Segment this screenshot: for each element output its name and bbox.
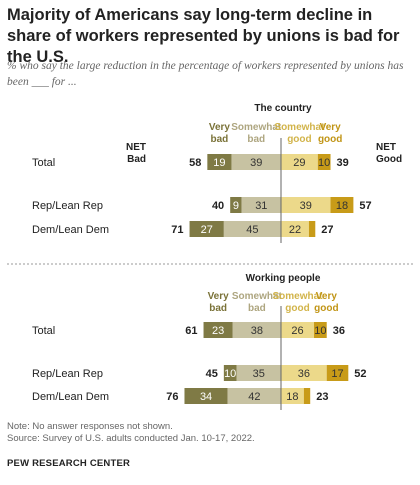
legend-very-bad-2-line-2: bad: [209, 303, 227, 314]
chart-subtitle: % who say the large reduction in the per…: [7, 60, 404, 88]
bar-label-somewhat-good-1-1: 29: [293, 157, 305, 169]
net-bad-value-1-3: 71: [171, 224, 183, 236]
category-label-1-1: Total: [32, 157, 55, 169]
bar-label-very-bad-1-2: 9: [233, 200, 239, 212]
chart-note: Note: No answer responses not shown.: [7, 421, 173, 432]
panel-title-2: Working people: [246, 273, 321, 284]
bar-label-somewhat-bad-1-1: 39: [250, 157, 262, 169]
bar-somewhat-good-1-3: [281, 221, 309, 237]
bar-label-very-good-2-2: 17: [331, 368, 343, 380]
legend-somewhat-bad-2-line-2: bad: [248, 303, 266, 314]
net-bad-value-2-1: 61: [185, 325, 197, 337]
legend-somewhat-bad-1-line-2: bad: [247, 134, 265, 145]
net-good-value-2-3: 23: [316, 391, 328, 403]
bar-very-bad-1-3: [189, 221, 224, 237]
bar-somewhat-good-1-1: [281, 154, 318, 170]
bar-very-good-1-3: [308, 221, 316, 237]
bar-somewhat-good-2-1: [281, 322, 315, 338]
category-label-1-2: Rep/Lean Rep: [32, 200, 103, 212]
net-good-label-line-1: NET: [376, 142, 396, 153]
legend-somewhat-good-1-line-1: Somewhat: [274, 122, 325, 133]
net-good-value-2-1: 36: [333, 325, 345, 337]
legend-very-good-1-line-2: good: [318, 134, 342, 145]
bar-label-very-bad-2-3: 34: [200, 391, 212, 403]
legend-very-good-1-line-1: Very: [320, 122, 342, 133]
legend-somewhat-good-2-line-1: Somewhat: [273, 291, 324, 302]
bar-somewhat-good-2-3: [281, 388, 304, 404]
bar-label-somewhat-good-2-3: 18: [286, 391, 298, 403]
category-label-2-2: Rep/Lean Rep: [32, 368, 103, 380]
legend-very-bad-1-line-2: bad: [211, 134, 229, 145]
bar-somewhat-bad-1-1: [231, 154, 281, 170]
bar-label-somewhat-good-1-2: 39: [300, 200, 312, 212]
category-label-1-3: Dem/Lean Dem: [32, 224, 109, 236]
bar-somewhat-bad-2-2: [236, 365, 281, 381]
bar-very-good-2-1: [314, 322, 327, 338]
bar-label-somewhat-bad-2-3: 42: [248, 391, 260, 403]
pew-logo-text: PEW RESEARCH CENTER: [7, 458, 131, 469]
bar-somewhat-good-1-2: [281, 197, 331, 213]
bar-label-very-good-1-1: 10: [318, 157, 330, 169]
bar-very-bad-2-1: [203, 322, 233, 338]
legend-very-good-2-line-1: Very: [316, 291, 338, 302]
bar-very-bad-1-1: [207, 154, 232, 170]
chart-source: Source: Survey of U.S. adults conducted …: [7, 433, 255, 444]
legend-somewhat-bad-1-line-1: Somewhat: [231, 122, 282, 133]
bar-very-good-1-2: [330, 197, 354, 213]
net-bad-label-line-1: NET: [126, 142, 146, 153]
net-bad-value-2-2: 45: [206, 368, 218, 380]
net-good-value-1-3: 27: [321, 224, 333, 236]
bar-label-somewhat-bad-2-1: 38: [251, 325, 263, 337]
legend-somewhat-bad-2-line-1: Somewhat: [232, 291, 283, 302]
bar-somewhat-bad-1-3: [223, 221, 281, 237]
bar-very-good-2-2: [326, 365, 349, 381]
legend-very-bad-2-line-1: Very: [208, 291, 230, 302]
bar-very-bad-2-3: [184, 388, 228, 404]
bar-label-very-good-2-1: 10: [314, 325, 326, 337]
bar-very-bad-2-2: [223, 365, 237, 381]
bar-label-somewhat-good-2-2: 36: [298, 368, 310, 380]
bar-somewhat-bad-2-3: [227, 388, 281, 404]
bar-label-somewhat-bad-1-3: 45: [246, 224, 258, 236]
net-bad-value-2-3: 76: [166, 391, 178, 403]
bar-label-very-bad-1-3: 27: [201, 224, 213, 236]
bar-somewhat-bad-1-2: [241, 197, 281, 213]
net-good-value-1-2: 57: [359, 200, 371, 212]
net-good-value-1-1: 39: [337, 157, 349, 169]
bar-somewhat-bad-2-1: [232, 322, 281, 338]
bar-label-very-good-1-2: 18: [336, 200, 348, 212]
panel-title-1: The country: [254, 103, 312, 114]
net-good-label-line-2: Good: [376, 154, 402, 165]
bar-label-very-bad-2-1: 23: [212, 325, 224, 337]
bar-label-somewhat-good-2-1: 26: [291, 325, 303, 337]
bar-label-very-bad-2-2: 10: [224, 368, 236, 380]
bar-very-good-1-1: [317, 154, 331, 170]
legend-somewhat-good-1-line-2: good: [287, 134, 311, 145]
bar-label-somewhat-good-1-3: 22: [289, 224, 301, 236]
net-bad-value-1-1: 58: [189, 157, 201, 169]
bar-label-somewhat-bad-1-2: 31: [255, 200, 267, 212]
bar-very-good-2-3: [303, 388, 311, 404]
legend-somewhat-good-2-line-2: good: [285, 303, 309, 314]
net-bad-value-1-2: 40: [212, 200, 224, 212]
net-good-value-2-2: 52: [354, 368, 366, 380]
bar-label-very-bad-1-1: 19: [213, 157, 225, 169]
legend-very-good-2-line-2: good: [314, 303, 338, 314]
bar-label-somewhat-bad-2-2: 35: [253, 368, 265, 380]
legend-very-bad-1-line-1: Very: [209, 122, 231, 133]
bar-somewhat-good-2-2: [281, 365, 327, 381]
bar-very-bad-1-2: [230, 197, 242, 213]
chart-title: Majority of Americans say long-term decl…: [7, 6, 400, 66]
category-label-2-1: Total: [32, 325, 55, 337]
category-label-2-3: Dem/Lean Dem: [32, 391, 109, 403]
net-bad-label-line-2: Bad: [127, 154, 146, 165]
